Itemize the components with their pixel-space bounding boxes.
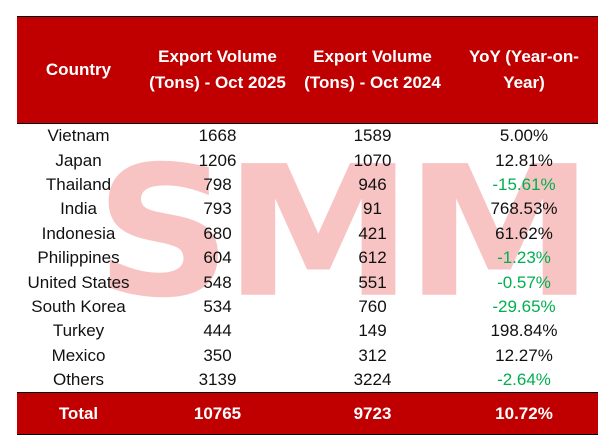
oct-2025-cell: 444 — [203, 321, 232, 341]
total-yoy: 10.72% — [495, 403, 553, 423]
header-country: Country — [45, 60, 112, 79]
export-volume-table: Country Export Volume (Tons) - Oct 2025 … — [17, 16, 598, 435]
yoy-cell: -15.61% — [492, 174, 556, 194]
total-label: Total — [58, 403, 99, 423]
oct-2024-cell: 551 — [358, 272, 387, 292]
yoy-cell: 12.27% — [495, 345, 553, 365]
country-cell: Mexico — [51, 345, 106, 365]
oct-2025-cell: 350 — [203, 345, 232, 365]
oct-2025-cell: 1206 — [198, 150, 237, 170]
yoy-cell: -0.57% — [497, 272, 551, 292]
country-cell: United States — [27, 272, 130, 292]
oct-2025-cell: 3139 — [198, 370, 237, 390]
table-row: Vietnam 1668 1589 5.00% — [17, 124, 598, 149]
yoy-cell: -1.23% — [497, 248, 551, 268]
oct-2024-cell: 3224 — [353, 370, 392, 390]
header-row: Country Export Volume (Tons) - Oct 2025 … — [17, 16, 598, 124]
oct-2025-cell: 680 — [203, 223, 232, 243]
country-cell: Turkey — [52, 321, 105, 341]
table-row: Philippines 604 612 -1.23% — [17, 246, 598, 270]
oct-2025-cell: 548 — [203, 272, 232, 292]
oct-2024-cell: 1589 — [353, 126, 392, 146]
oct-2024-cell: 760 — [358, 296, 387, 316]
country-cell: South Korea — [31, 296, 126, 316]
header-oct-2025: Export Volume (Tons) - Oct 2025 — [149, 47, 286, 92]
oct-2024-cell: 421 — [358, 223, 387, 243]
oct-2024-cell: 1070 — [353, 150, 392, 170]
yoy-cell: -2.64% — [497, 370, 551, 390]
table-row: Japan 1206 1070 12.81% — [17, 148, 598, 172]
oct-2024-cell: 91 — [363, 199, 382, 219]
yoy-cell: 198.84% — [490, 321, 558, 341]
yoy-cell: 5.00% — [499, 126, 549, 146]
oct-2025-cell: 1668 — [198, 126, 237, 146]
oct-2025-cell: 793 — [203, 199, 232, 219]
yoy-cell: -29.65% — [492, 296, 556, 316]
oct-2025-cell: 604 — [203, 248, 232, 268]
country-cell: Indonesia — [41, 223, 116, 243]
total-oct-2025: 10765 — [193, 403, 242, 423]
country-cell: India — [60, 199, 97, 219]
oct-2025-cell: 534 — [203, 296, 232, 316]
table-row: Thailand 798 946 -15.61% — [17, 173, 598, 197]
country-cell: Philippines — [37, 248, 120, 268]
yoy-cell: 768.53% — [490, 199, 558, 219]
oct-2025-cell: 798 — [203, 174, 232, 194]
table-row: Turkey 444 149 198.84% — [17, 319, 598, 343]
table-row: Others 3139 3224 -2.64% — [17, 368, 598, 393]
table-row: India 793 91 768.53% — [17, 197, 598, 221]
yoy-cell: 61.62% — [495, 223, 553, 243]
smm-watermark: SMM — [95, 127, 594, 338]
oct-2024-cell: 612 — [358, 248, 387, 268]
country-cell: Japan — [55, 150, 102, 170]
oct-2024-cell: 149 — [358, 321, 387, 341]
header-oct-2024: Export Volume (Tons) - Oct 2024 — [304, 47, 441, 92]
oct-2024-cell: 312 — [358, 345, 387, 365]
table-row: Indonesia 680 421 61.62% — [17, 222, 598, 246]
table-row: South Korea 534 760 -29.65% — [17, 295, 598, 319]
header-yoy: YoY (Year-on-Year) — [469, 47, 579, 92]
table-row: United States 548 551 -0.57% — [17, 270, 598, 294]
total-oct-2024: 9723 — [353, 403, 392, 423]
country-cell: Vietnam — [47, 126, 110, 146]
total-row: Total 10765 9723 10.72% — [17, 392, 598, 435]
table-row: Mexico 350 312 12.27% — [17, 344, 598, 368]
yoy-cell: 12.81% — [495, 150, 553, 170]
country-cell: Others — [52, 370, 105, 390]
country-cell: Thailand — [45, 174, 112, 194]
oct-2024-cell: 946 — [358, 174, 387, 194]
